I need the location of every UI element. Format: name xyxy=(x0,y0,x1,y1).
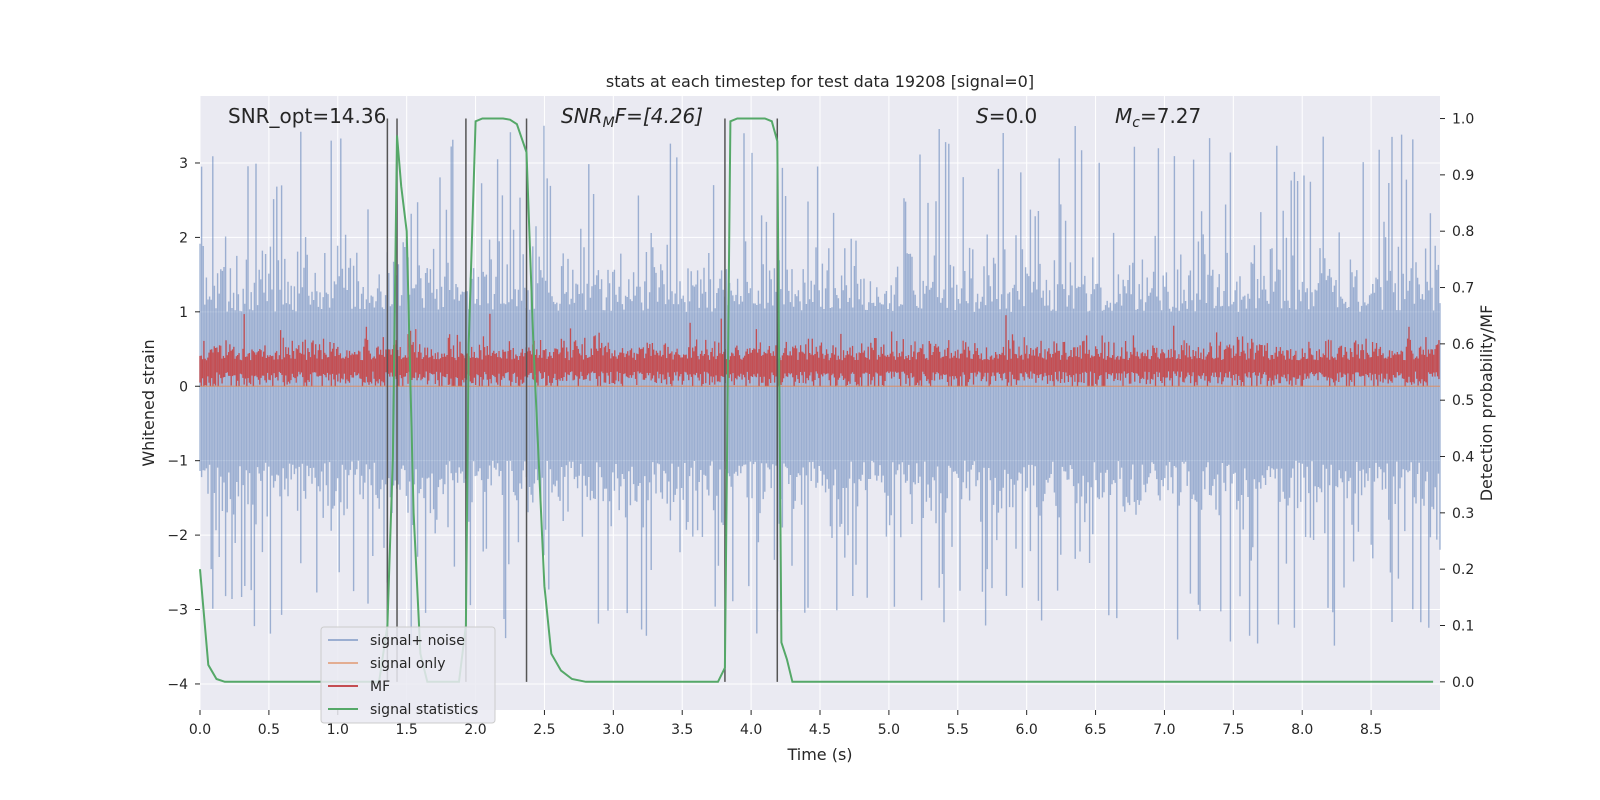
y-axis-ticks: −4 −3 −2 −1 0 1 2 3 xyxy=(167,156,200,693)
chart-title: stats at each timestep for test data 192… xyxy=(606,72,1034,91)
x-axis-label: Time (s) xyxy=(786,745,852,764)
grid xyxy=(199,96,1440,710)
x-tick-label: 0.5 xyxy=(258,722,280,738)
signal-noise-series xyxy=(199,125,1441,647)
snr-opt-annotation: SNR_opt=14.36 xyxy=(228,104,386,128)
x-tick-label: 5.5 xyxy=(947,722,969,738)
x-tick-label: 7.5 xyxy=(1222,722,1244,738)
y-tick-label: 1 xyxy=(179,305,188,321)
y-right-axis-ticks: 0.0 0.1 0.2 0.3 0.4 0.5 0.6 0.7 0.8 0.9 1.0 xyxy=(1440,112,1474,691)
snr-mf-symbol: SNR xyxy=(561,104,603,128)
y-right-tick-label: 0.7 xyxy=(1452,281,1474,297)
mf-series xyxy=(199,313,1440,387)
x-tick-label: 1.5 xyxy=(396,722,418,738)
y-right-tick-label: 0.2 xyxy=(1452,562,1474,578)
y-tick-label: −3 xyxy=(167,603,188,619)
y-right-tick-label: 0.8 xyxy=(1452,224,1474,240)
y-right-tick-label: 0.4 xyxy=(1452,450,1474,466)
x-tick-label: 3.0 xyxy=(602,722,624,738)
x-tick-label: 2.0 xyxy=(464,722,486,738)
y-right-tick-label: 0.3 xyxy=(1452,506,1474,522)
x-tick-label: 5.0 xyxy=(878,722,900,738)
snr-mf-value: F=[4.26] xyxy=(615,104,703,128)
x-tick-label: 8.5 xyxy=(1360,722,1382,738)
y-tick-label: 0 xyxy=(179,379,188,395)
mc-value: =7.27 xyxy=(1140,104,1201,128)
x-tick-label: 1.0 xyxy=(327,722,349,738)
x-tick-label: 8.0 xyxy=(1291,722,1313,738)
x-tick-label: 4.5 xyxy=(809,722,831,738)
y-right-tick-label: 0.5 xyxy=(1452,393,1474,409)
snr-mf-subscript: M xyxy=(603,115,615,131)
y-right-tick-label: 0.9 xyxy=(1452,168,1474,184)
mc-subscript: c xyxy=(1132,115,1140,131)
legend-label-signal-only: signal only xyxy=(370,656,445,672)
s-annotation: S=0.0 xyxy=(976,104,1037,128)
y-right-tick-label: 0.6 xyxy=(1452,337,1474,353)
x-tick-label: 6.0 xyxy=(1016,722,1038,738)
x-tick-label: 3.5 xyxy=(671,722,693,738)
x-tick-label: 4.0 xyxy=(740,722,762,738)
legend-label-mf: MF xyxy=(370,679,390,695)
s-value: =0.0 xyxy=(989,104,1038,128)
y-axis-label: Whitened strain xyxy=(139,339,158,466)
y-tick-label: −4 xyxy=(167,677,188,693)
y-tick-label: −1 xyxy=(167,454,188,470)
legend-label-signal-statistics: signal statistics xyxy=(370,702,478,718)
y-right-tick-label: 0.0 xyxy=(1452,675,1474,691)
y-right-tick-label: 0.1 xyxy=(1452,619,1474,635)
x-tick-label: 6.5 xyxy=(1084,722,1106,738)
y-tick-label: 2 xyxy=(179,230,188,246)
snr-mf-annotation: SNRMF=[4.26] xyxy=(561,104,703,131)
x-tick-label: 2.5 xyxy=(533,722,555,738)
legend-box xyxy=(320,626,496,724)
y-tick-label: 3 xyxy=(179,156,188,172)
legend: signal+ noise signal only MF signal stat… xyxy=(320,626,496,724)
mc-symbol: M xyxy=(1115,104,1132,128)
x-tick-label: 7.0 xyxy=(1153,722,1175,738)
y-right-axis-label: Detection probability/MF xyxy=(1477,305,1496,502)
y-right-tick-label: 1.0 xyxy=(1452,112,1474,128)
mc-annotation: Mc=7.27 xyxy=(1115,104,1201,131)
s-symbol: S xyxy=(976,104,989,128)
y-tick-label: −2 xyxy=(167,528,188,544)
legend-label-signal-noise: signal+ noise xyxy=(370,633,465,649)
x-tick-label: 0.0 xyxy=(189,722,211,738)
